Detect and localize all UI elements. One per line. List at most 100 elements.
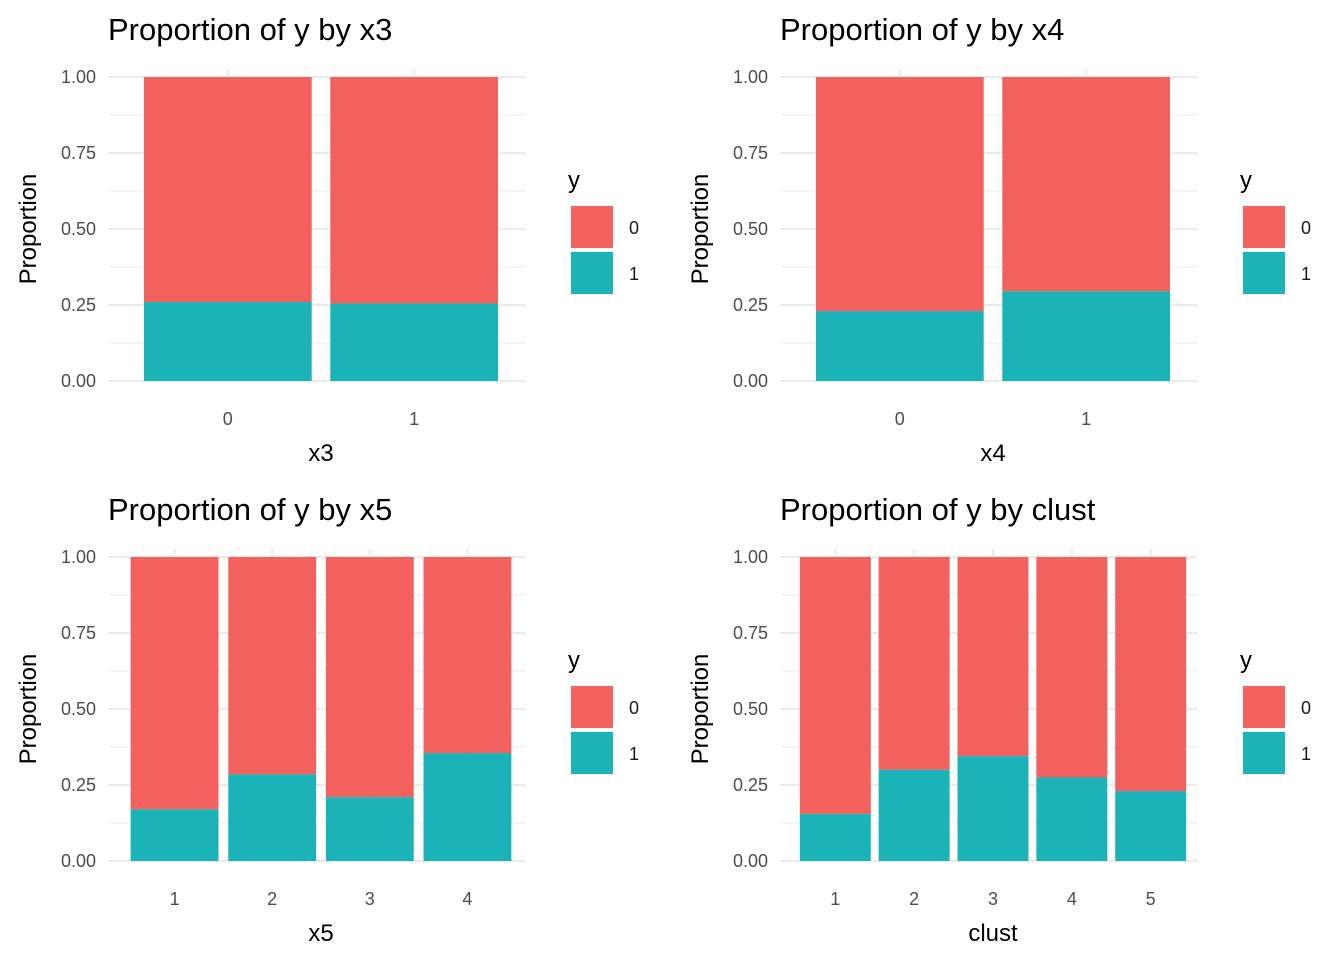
legend-label: 1	[1301, 744, 1311, 764]
chart-panel-clust: Proportion of y by clust 0.00 0.25 0.50 0.75…	[672, 480, 1344, 960]
y-tick-label: 0.50	[61, 699, 96, 719]
legend-title: y	[1240, 167, 1252, 194]
y-tick-label: 0.75	[733, 143, 768, 163]
bar-y1-1	[330, 303, 499, 381]
legend-key-1	[571, 732, 613, 774]
y-tick-labels: 0.00 0.25 0.50 0.75 1.00	[61, 547, 96, 871]
legend: y 0 1	[1240, 647, 1311, 774]
x-tick-label: 4	[1067, 889, 1077, 909]
x-tick-label: 0	[223, 409, 233, 429]
bars	[143, 77, 499, 381]
x-axis-title: clust	[968, 920, 1018, 947]
bar-y0-4	[1036, 557, 1108, 778]
y-tick-label: 1.00	[61, 67, 96, 87]
y-tick-labels: 0.00 0.25 0.50 0.75 1.00	[733, 67, 768, 391]
bar-y1-0	[143, 301, 312, 381]
chart-svg: Proportion of y by x3 0.00 0.25 0.50 0.75 1.0…	[15, 12, 639, 467]
legend: y 0 1	[568, 647, 639, 774]
y-tick-label: 0.50	[733, 699, 768, 719]
chart-title: Proportion of y by x3	[108, 12, 392, 47]
y-axis-title: Proportion	[687, 174, 714, 285]
chart-panel-x4: Proportion of y by x4 0.00 0.25 0.50 0.75 1.0…	[672, 0, 1344, 480]
legend-key-0	[1243, 686, 1285, 728]
x-axis-title: x3	[308, 440, 333, 467]
legend-key-1	[1243, 252, 1285, 294]
y-tick-label: 0.50	[733, 219, 768, 239]
chart-title: Proportion of y by clust	[780, 492, 1096, 527]
legend-title: y	[1240, 647, 1252, 674]
x-tick-label: 2	[909, 889, 919, 909]
y-tick-label: 0.25	[733, 295, 768, 315]
bar-y1-1	[1002, 291, 1171, 381]
y-axis-title: Proportion	[15, 174, 42, 285]
legend-key-1	[1243, 732, 1285, 774]
x-tick-labels: 1 2 3 4 5	[830, 889, 1155, 909]
bar-y1-5	[1115, 791, 1187, 861]
bars	[799, 557, 1187, 861]
bar-y0-0	[143, 77, 312, 302]
x-tick-label: 5	[1146, 889, 1156, 909]
bars	[815, 77, 1171, 381]
x-tick-label: 2	[267, 889, 277, 909]
x-tick-label: 0	[895, 409, 905, 429]
y-tick-label: 0.00	[61, 851, 96, 871]
y-axis-title: Proportion	[15, 654, 42, 765]
bar-y1-1	[799, 813, 871, 861]
legend-title: y	[568, 647, 580, 674]
y-tick-label: 0.75	[61, 143, 96, 163]
legend-label: 0	[1301, 698, 1311, 718]
chart-svg: Proportion of y by x4 0.00 0.25 0.50 0.75 1.0…	[687, 12, 1311, 467]
chart-svg: Proportion of y by x5 0.00 0.25 0.50 0.75 1.0…	[15, 492, 639, 947]
y-tick-label: 0.00	[733, 851, 768, 871]
legend-label: 1	[1301, 264, 1311, 284]
bar-y0-2	[228, 557, 317, 775]
bar-y0-1	[130, 557, 219, 810]
bar-y0-2	[878, 557, 950, 770]
y-tick-labels: 0.00 0.25 0.50 0.75 1.00	[61, 67, 96, 391]
y-tick-labels: 0.00 0.25 0.50 0.75 1.00	[733, 547, 768, 871]
legend-key-1	[571, 252, 613, 294]
y-tick-label: 0.00	[733, 371, 768, 391]
bar-y0-3	[325, 557, 414, 798]
bar-y1-3	[325, 797, 414, 861]
y-tick-label: 1.00	[61, 547, 96, 567]
bar-y0-1	[799, 557, 871, 814]
bar-y1-2	[878, 769, 950, 861]
legend-key-0	[571, 686, 613, 728]
bar-y0-4	[423, 557, 512, 754]
y-tick-label: 0.25	[61, 775, 96, 795]
x-tick-label: 4	[462, 889, 472, 909]
x-tick-label: 1	[170, 889, 180, 909]
bar-y1-0	[815, 311, 984, 381]
bar-y1-1	[130, 809, 219, 861]
x-axis-title: x5	[308, 920, 333, 947]
x-tick-label: 3	[988, 889, 998, 909]
y-tick-label: 0.50	[61, 219, 96, 239]
x-axis-title: x4	[980, 440, 1005, 467]
legend-key-0	[1243, 206, 1285, 248]
legend-label: 0	[629, 698, 639, 718]
legend-label: 0	[629, 218, 639, 238]
y-tick-label: 0.25	[733, 775, 768, 795]
y-tick-label: 0.00	[61, 371, 96, 391]
bar-y0-1	[330, 77, 499, 304]
legend-key-0	[571, 206, 613, 248]
bar-y0-5	[1115, 557, 1187, 792]
x-tick-label: 1	[830, 889, 840, 909]
chart-title: Proportion of y by x5	[108, 492, 392, 527]
chart-title: Proportion of y by x4	[780, 12, 1064, 47]
x-tick-labels: 1 2 3 4	[170, 889, 473, 909]
x-tick-label: 1	[1081, 409, 1091, 429]
chart-panel-x5: Proportion of y by x5 0.00 0.25 0.50 0.75 1.0…	[0, 480, 672, 960]
y-tick-label: 1.00	[733, 547, 768, 567]
bar-y1-3	[957, 756, 1029, 861]
legend-label: 1	[629, 744, 639, 764]
legend: y 0 1	[1240, 167, 1311, 294]
bar-y1-4	[1036, 777, 1108, 861]
chart-svg: Proportion of y by clust 0.00 0.25 0.50 0.75…	[687, 492, 1311, 947]
chart-panel-x3: Proportion of y by x3 0.00 0.25 0.50 0.75 1.0…	[0, 0, 672, 480]
y-axis-title: Proportion	[687, 654, 714, 765]
y-tick-label: 0.75	[733, 623, 768, 643]
